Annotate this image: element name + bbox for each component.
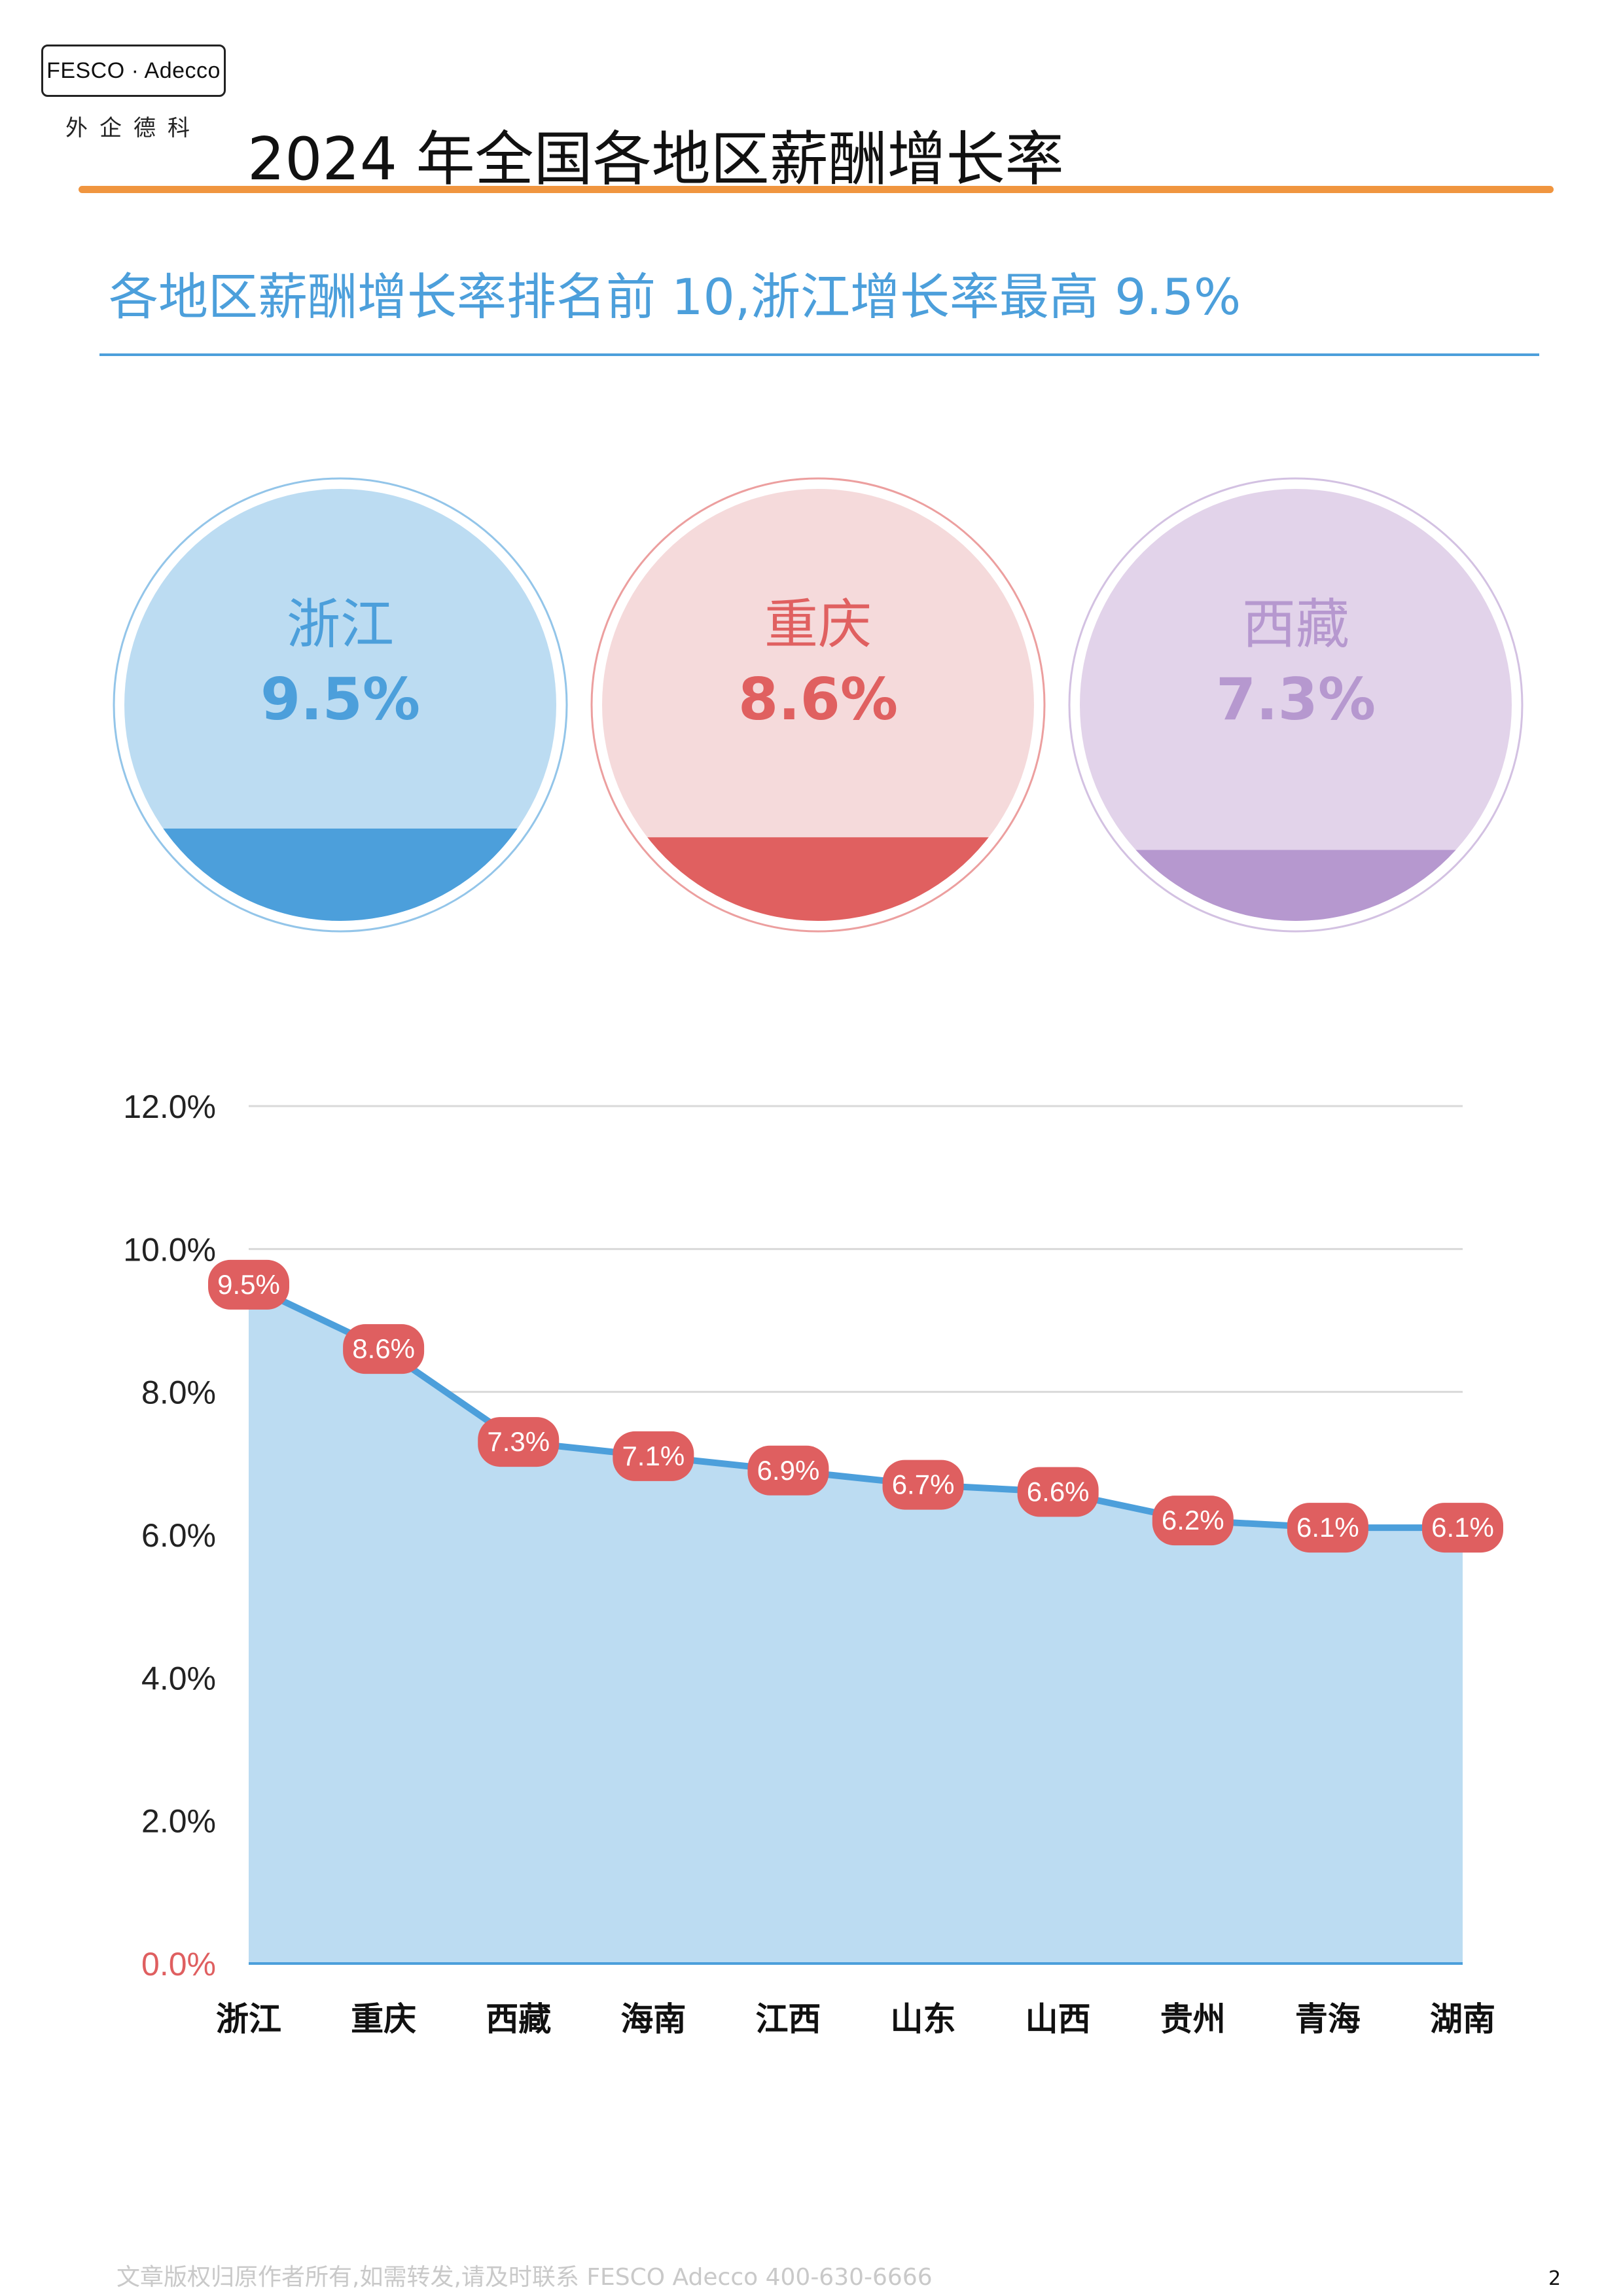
data-label: 6.7% (882, 1460, 964, 1510)
data-label: 6.2% (1152, 1496, 1234, 1546)
highlight-circle-2: 重庆 8.6% (589, 476, 1047, 934)
fill-level (124, 828, 556, 921)
x-category-label: 重庆 (351, 2000, 416, 2038)
highlight-circle-3: 西藏 7.3% (1067, 476, 1525, 934)
svg-text:9.5%: 9.5% (217, 1269, 280, 1300)
highlight-value-label: 7.3% (1215, 666, 1376, 733)
data-label: 8.6% (343, 1324, 425, 1374)
data-label: 6.1% (1422, 1503, 1503, 1553)
company-logo: FESCO · Adecco (41, 45, 226, 97)
highlight-value-label: 8.6% (738, 666, 899, 733)
svg-text:6.1%: 6.1% (1431, 1512, 1494, 1543)
series-line (247, 1282, 1463, 1532)
y-tick-label: 12.0% (123, 1088, 216, 1125)
y-tick-label: 0.0% (141, 1946, 216, 1982)
y-tick-label: 8.0% (141, 1374, 216, 1411)
data-label: 6.9% (747, 1445, 829, 1496)
logo-subtext: 外企德科 (65, 115, 202, 141)
data-label: 7.1% (613, 1431, 694, 1481)
x-category-label: 贵州 (1160, 2000, 1226, 2038)
svg-text:6.7%: 6.7% (892, 1469, 955, 1500)
highlight-region-label: 浙江 (286, 594, 394, 656)
logo-text: FESCO · Adecco (46, 58, 221, 83)
x-category-label: 青海 (1295, 2000, 1361, 2038)
section-subtitle: 各地区薪酬增长率排名前 10,浙江增长率最高 9.5% (109, 268, 1241, 326)
data-label: 7.3% (478, 1417, 560, 1467)
x-category-label: 山西 (1026, 2000, 1091, 2038)
y-tick-label: 10.0% (123, 1231, 216, 1268)
title-divider (79, 186, 1554, 193)
svg-text:6.9%: 6.9% (757, 1455, 820, 1486)
x-category-label: 山东 (891, 2000, 956, 2038)
area-fill (249, 1284, 1463, 1964)
page-title: 2024 年全国各地区薪酬增长率 (247, 125, 1064, 194)
x-category-label: 湖南 (1430, 2000, 1495, 2038)
svg-text:6.2%: 6.2% (1162, 1505, 1224, 1535)
x-category-label: 浙江 (216, 2000, 281, 2038)
svg-text:8.6%: 8.6% (352, 1333, 415, 1364)
highlight-circle-1: 浙江 9.5% (111, 476, 569, 934)
salary-growth-area-chart: 0.0% 2.0% 4.0% 6.0% 8.0% 10.0% 12.0% 9.5% 8.6% 7.… (123, 1088, 1503, 2038)
page-number: 2 (1548, 2267, 1561, 2290)
y-tick-label: 6.0% (141, 1517, 216, 1554)
highlight-region-label: 重庆 (764, 594, 872, 656)
y-tick-label: 4.0% (141, 1660, 216, 1696)
data-label: 9.5% (208, 1259, 289, 1310)
data-label: 6.1% (1287, 1503, 1368, 1553)
data-label: 6.6% (1017, 1467, 1099, 1517)
x-category-label: 西藏 (486, 2000, 551, 2038)
x-category-label: 海南 (620, 2000, 686, 2038)
highlight-region-label: 西藏 (1241, 594, 1349, 656)
svg-text:7.1%: 7.1% (622, 1441, 685, 1471)
svg-text:7.3%: 7.3% (487, 1426, 550, 1457)
svg-text:6.6%: 6.6% (1027, 1477, 1090, 1507)
svg-text:6.1%: 6.1% (1296, 1512, 1359, 1543)
highlight-value-label: 9.5% (260, 666, 421, 733)
subtitle-divider (99, 353, 1539, 356)
x-category-label: 江西 (755, 2000, 821, 2038)
copyright-notice: 文章版权归原作者所有,如需转发,请及时联系 FESCO Adecco 400-6… (116, 2264, 933, 2291)
y-tick-label: 2.0% (141, 1803, 216, 1840)
